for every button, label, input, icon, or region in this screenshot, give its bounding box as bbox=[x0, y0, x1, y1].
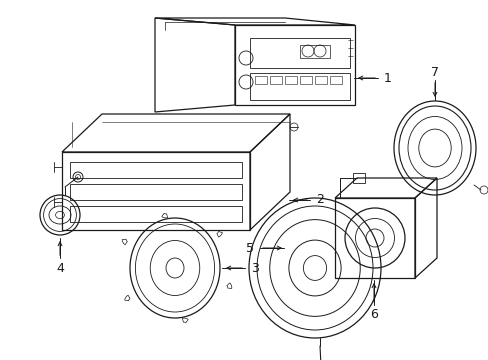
Text: 7: 7 bbox=[430, 66, 438, 78]
Text: 5: 5 bbox=[245, 242, 253, 255]
Text: 4: 4 bbox=[56, 261, 64, 274]
Text: 1: 1 bbox=[383, 72, 391, 85]
Text: 6: 6 bbox=[369, 309, 377, 321]
Text: 2: 2 bbox=[315, 193, 323, 207]
Text: 3: 3 bbox=[250, 261, 258, 274]
